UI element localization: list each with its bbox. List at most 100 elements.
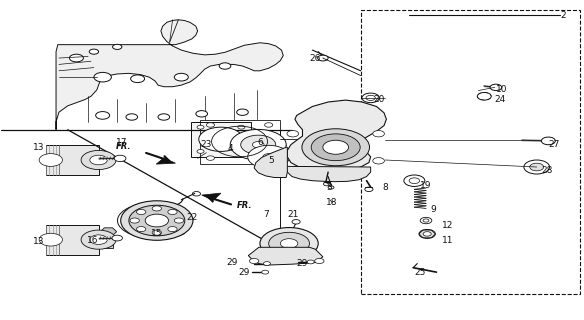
Bar (46, 225, 99, 255)
Circle shape (287, 131, 298, 137)
Circle shape (307, 260, 314, 264)
Polygon shape (287, 100, 387, 172)
Polygon shape (201, 193, 221, 200)
Text: 7: 7 (263, 210, 269, 219)
Circle shape (113, 44, 122, 50)
Circle shape (420, 217, 432, 224)
Circle shape (196, 111, 207, 117)
Circle shape (39, 233, 62, 246)
Circle shape (265, 156, 273, 160)
Circle shape (419, 229, 435, 238)
Circle shape (373, 131, 384, 137)
Text: 17: 17 (116, 138, 127, 147)
Circle shape (137, 209, 146, 214)
Polygon shape (248, 247, 323, 265)
Circle shape (230, 129, 286, 160)
Circle shape (152, 206, 162, 211)
Polygon shape (100, 228, 117, 236)
Text: 29: 29 (227, 258, 238, 267)
Polygon shape (286, 166, 371, 182)
Circle shape (130, 218, 140, 223)
Text: 3: 3 (326, 183, 332, 192)
Circle shape (174, 73, 188, 81)
Circle shape (318, 55, 328, 61)
Circle shape (121, 201, 193, 240)
Text: 10: 10 (496, 85, 507, 94)
Text: 13: 13 (33, 237, 44, 246)
Bar (46, 145, 99, 175)
Text: 27: 27 (548, 140, 559, 149)
Circle shape (158, 114, 169, 120)
Circle shape (249, 259, 259, 264)
Text: 8: 8 (383, 183, 388, 192)
Circle shape (94, 72, 112, 82)
Bar (190, 122, 251, 157)
Circle shape (311, 134, 360, 161)
Circle shape (248, 145, 290, 168)
Circle shape (477, 92, 491, 100)
Text: 25: 25 (415, 268, 426, 277)
Circle shape (168, 209, 177, 214)
Circle shape (238, 125, 245, 129)
Text: 15: 15 (151, 229, 162, 238)
Text: 26: 26 (310, 53, 321, 62)
Bar (361, 10, 580, 294)
Text: 12: 12 (442, 221, 454, 230)
Circle shape (90, 155, 107, 165)
Text: 22: 22 (186, 213, 197, 222)
Text: 4: 4 (228, 144, 234, 153)
Circle shape (315, 259, 324, 264)
Circle shape (252, 141, 264, 148)
Bar (46, 145, 59, 175)
Polygon shape (254, 147, 287, 178)
Circle shape (168, 227, 177, 232)
Circle shape (126, 114, 138, 120)
Text: 16: 16 (87, 236, 99, 245)
Circle shape (263, 262, 270, 266)
Circle shape (265, 123, 273, 127)
Circle shape (206, 156, 214, 160)
Circle shape (69, 54, 84, 62)
Bar (46, 225, 59, 255)
Text: 18: 18 (326, 197, 338, 206)
Circle shape (280, 239, 298, 248)
Circle shape (423, 232, 431, 236)
Text: 29: 29 (238, 268, 250, 277)
Circle shape (81, 150, 116, 170)
Bar (200, 120, 280, 164)
Circle shape (206, 123, 214, 127)
Text: 13: 13 (33, 143, 44, 152)
Circle shape (490, 84, 502, 91)
Circle shape (112, 235, 123, 241)
Circle shape (174, 218, 183, 223)
Text: FR.: FR. (116, 142, 131, 151)
Circle shape (269, 232, 310, 255)
Text: 9: 9 (430, 205, 436, 214)
Circle shape (114, 155, 126, 162)
Circle shape (199, 127, 243, 151)
Text: 2: 2 (560, 11, 566, 20)
Text: 24: 24 (495, 95, 506, 104)
Text: 6: 6 (257, 138, 263, 147)
Circle shape (237, 109, 248, 116)
Circle shape (96, 112, 110, 119)
Circle shape (197, 125, 204, 129)
Circle shape (152, 230, 162, 235)
Circle shape (262, 270, 269, 274)
Text: 29: 29 (297, 259, 308, 268)
Polygon shape (157, 158, 175, 164)
Text: 20: 20 (374, 95, 385, 104)
Circle shape (330, 168, 342, 174)
Circle shape (302, 129, 370, 166)
Circle shape (137, 227, 146, 232)
Circle shape (260, 228, 318, 260)
Polygon shape (56, 20, 283, 130)
Circle shape (292, 220, 300, 224)
Bar (104, 232, 113, 248)
Circle shape (404, 175, 425, 187)
Circle shape (541, 137, 555, 145)
Circle shape (197, 149, 204, 153)
Circle shape (530, 163, 544, 171)
Text: 23: 23 (200, 140, 211, 149)
Circle shape (373, 158, 384, 164)
